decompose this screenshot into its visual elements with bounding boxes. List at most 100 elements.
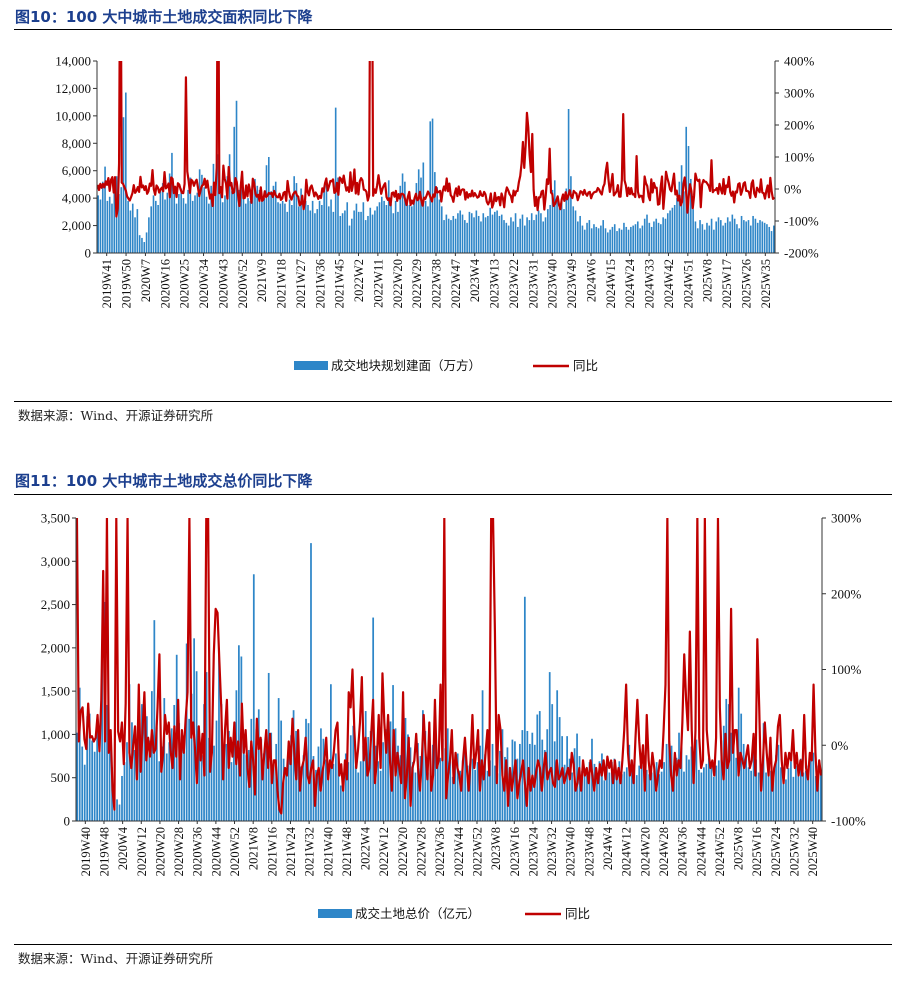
x-tick-label: 2023W48 [582, 827, 596, 876]
bar [603, 780, 606, 821]
bar [745, 755, 748, 821]
bar [116, 799, 118, 821]
bar [148, 740, 151, 821]
bar [438, 199, 441, 253]
bar [118, 804, 121, 821]
bar [505, 222, 508, 253]
x-tick-label: 2025W8 [732, 827, 746, 870]
x-tick-label: 2024W6 [584, 259, 598, 302]
bar [320, 728, 322, 821]
x-tick-label: 2019W40 [79, 827, 93, 876]
bar [104, 166, 106, 253]
bar [228, 730, 230, 821]
bar [242, 739, 245, 821]
bar [586, 222, 588, 253]
bar [735, 757, 738, 821]
bar [477, 215, 480, 253]
bar [710, 218, 713, 253]
bar [653, 221, 655, 253]
x-tick-label: 2022W29 [410, 259, 424, 308]
bar [381, 196, 383, 253]
bar [125, 92, 127, 253]
bar [695, 739, 698, 821]
bar [772, 775, 775, 821]
bar [439, 757, 442, 821]
x-tick-label: 2020W4 [116, 826, 130, 870]
bar [754, 218, 757, 253]
bar [318, 200, 321, 253]
bar [382, 742, 384, 821]
bar [362, 745, 365, 821]
bar [496, 773, 499, 821]
bar [138, 235, 141, 253]
x-tick-label: 2025W40 [806, 827, 820, 876]
bar [284, 203, 286, 253]
bar [417, 169, 420, 253]
bar [163, 698, 166, 821]
bar [730, 732, 733, 821]
bar [364, 220, 367, 253]
bar [471, 758, 474, 821]
bar [581, 770, 583, 821]
bar [108, 739, 111, 821]
bar [429, 121, 432, 253]
bar [369, 207, 372, 253]
bar [528, 220, 531, 253]
right-tick-label: 100% [831, 662, 862, 677]
bar [707, 757, 710, 821]
bar [547, 209, 549, 253]
bar [706, 222, 708, 253]
bar [503, 220, 505, 253]
bar [120, 187, 123, 253]
bar [698, 769, 700, 821]
bar [787, 768, 790, 821]
figure-11-title-rule [14, 494, 892, 495]
bar [247, 198, 249, 253]
x-tick-label: 2022W20 [391, 259, 405, 308]
bar [341, 213, 344, 253]
x-tick-label: 2024W42 [662, 259, 676, 308]
left-tick-label: 2,000 [41, 640, 70, 655]
bar [292, 710, 295, 821]
bar [379, 770, 382, 821]
right-tick-label: -100% [831, 814, 866, 829]
bar [101, 657, 103, 821]
bar [295, 183, 298, 253]
x-tick-label: 2024W52 [713, 827, 727, 876]
bar [761, 221, 764, 253]
bar [475, 210, 478, 253]
bar [563, 764, 566, 821]
bar [669, 210, 671, 253]
left-tick-label: 4,000 [62, 191, 91, 206]
bar [740, 215, 743, 253]
bar [293, 176, 295, 253]
legend-line-label: 同比 [573, 359, 598, 373]
bar [568, 758, 571, 821]
bar [770, 231, 773, 253]
x-tick-label: 2021W24 [284, 826, 298, 876]
bar [586, 774, 588, 821]
bar [755, 759, 757, 821]
bar [150, 691, 153, 821]
bar [615, 775, 618, 821]
bar [464, 743, 467, 821]
figure-10-title: 图10：100 大中城市土地成交面积同比下降 [15, 8, 313, 26]
figure-10-bottom-rule [14, 401, 892, 402]
bar [510, 217, 512, 253]
bar [113, 188, 116, 253]
bar [756, 222, 759, 253]
bar [385, 205, 388, 253]
bar [238, 645, 240, 821]
bar [567, 109, 570, 253]
bar [773, 225, 775, 253]
figure-11-title: 图11：100 大中城市土地成交总价同比下降 [15, 472, 313, 490]
bar [412, 762, 414, 821]
bar [632, 225, 634, 253]
bar [653, 770, 656, 821]
bar [560, 202, 563, 253]
bar [285, 769, 287, 821]
bar [646, 214, 648, 253]
x-tick-label: 2024W36 [676, 827, 690, 876]
x-tick-label: 2024W20 [638, 827, 652, 876]
bar [459, 210, 462, 253]
